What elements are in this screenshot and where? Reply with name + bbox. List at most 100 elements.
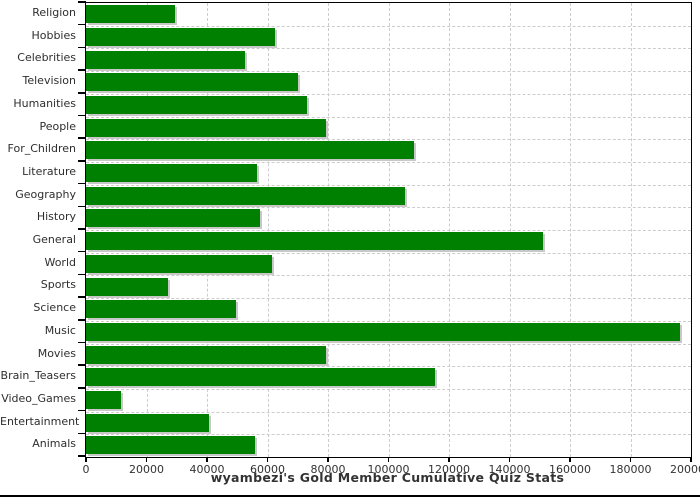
category-label: Religion — [32, 6, 76, 19]
horizontal-gridline — [86, 139, 691, 141]
bar-general — [86, 232, 543, 251]
horizontal-gridline — [86, 161, 691, 163]
bar-entertainment — [86, 413, 209, 432]
bar-video_games — [86, 391, 121, 410]
y-axis-tick — [78, 23, 86, 26]
y-axis-tick — [78, 319, 86, 321]
bar-row — [86, 230, 691, 253]
x-axis-label: 160000 — [549, 463, 591, 476]
bar-celebrities — [86, 50, 245, 69]
y-axis-tick — [78, 455, 86, 457]
y-axis-tick — [78, 409, 86, 412]
x-axis-tick — [448, 457, 450, 462]
bar-row — [86, 298, 691, 321]
x-axis-label: 120000 — [428, 463, 470, 476]
category-label: Literature — [22, 164, 76, 178]
bar-people — [86, 118, 327, 137]
x-axis-label: 80000 — [310, 463, 346, 476]
bar-row — [86, 366, 691, 389]
x-axis-tick — [266, 457, 269, 462]
x-axis-label: 0 — [82, 463, 90, 476]
horizontal-gridline — [86, 48, 691, 50]
category-label: History — [36, 210, 76, 224]
x-axis-tick — [85, 457, 87, 462]
y-axis-tick — [78, 92, 86, 94]
category-label: Movies — [37, 346, 76, 360]
horizontal-gridline — [86, 93, 691, 95]
category-label: Brain_Teasers — [0, 369, 76, 383]
x-axis-tick — [387, 457, 390, 462]
y-axis-tick — [78, 364, 86, 366]
x-axis-label: 40000 — [189, 463, 225, 476]
x-axis-tick — [327, 457, 329, 462]
bar-row — [86, 434, 691, 457]
chart-title: wyambezi's Gold Member Cumulative Quiz S… — [210, 470, 565, 485]
y-axis-tick — [78, 46, 86, 49]
bar-row — [86, 185, 691, 208]
bar-sports — [86, 277, 168, 296]
horizontal-gridline — [86, 434, 691, 436]
x-axis-label: 60000 — [250, 463, 285, 476]
horizontal-gridline — [86, 184, 691, 186]
x-axis-tick — [206, 457, 208, 462]
y-axis-tick — [78, 432, 86, 435]
bar-brain_teasers — [86, 368, 436, 387]
category-label: For_Children — [7, 142, 76, 156]
bar-animals — [86, 436, 256, 455]
horizontal-gridline — [86, 116, 691, 118]
horizontal-gridline — [86, 71, 691, 73]
bar-literature — [86, 164, 257, 183]
category-label: General — [32, 233, 76, 246]
bar-history — [86, 209, 260, 228]
y-axis-tick — [78, 228, 86, 230]
y-axis-tick — [78, 341, 86, 344]
bar-music — [86, 322, 681, 341]
x-axis-tick — [690, 457, 692, 462]
y-axis-tick — [78, 114, 86, 117]
x-axis-tick — [145, 457, 148, 462]
category-label: Video_Games — [1, 391, 76, 405]
bar-for_children — [86, 141, 415, 160]
bar-row — [86, 94, 691, 117]
horizontal-gridline — [86, 25, 691, 27]
bar-row — [86, 3, 691, 26]
horizontal-gridline — [86, 252, 691, 254]
horizontal-gridline — [86, 320, 691, 322]
category-label: World — [44, 255, 76, 269]
bar-television — [86, 73, 298, 92]
category-label: Animals — [32, 437, 76, 451]
category-label: Entertainment — [0, 414, 80, 428]
bar-row — [86, 253, 691, 276]
horizontal-gridline — [86, 366, 691, 368]
category-label: Science — [33, 301, 76, 315]
bar-row — [86, 275, 691, 298]
bar-science — [86, 300, 236, 319]
bar-row — [86, 71, 691, 94]
y-axis-tick — [78, 296, 86, 298]
category-label: Humanities — [13, 96, 76, 110]
y-axis-tick — [78, 69, 86, 71]
x-axis-label: 200000 — [670, 463, 700, 476]
bar-row — [86, 412, 691, 435]
bar-row — [86, 139, 691, 162]
bar-row — [86, 207, 691, 230]
bar-row — [86, 389, 691, 412]
category-label: Television — [22, 74, 77, 88]
x-axis-label: 100000 — [367, 463, 410, 476]
y-axis-tick — [78, 160, 86, 162]
horizontal-gridline — [86, 298, 691, 300]
x-axis-tick — [508, 457, 511, 462]
bar-row — [86, 344, 691, 367]
y-axis-tick — [78, 273, 86, 276]
y-axis-tick — [78, 205, 86, 208]
bar-row — [86, 162, 691, 185]
bar-row — [86, 117, 691, 140]
x-axis-label: 20000 — [129, 463, 164, 476]
x-axis-label: 140000 — [488, 463, 531, 476]
x-axis-tick — [569, 457, 571, 462]
category-label: People — [39, 119, 76, 133]
bar-row — [86, 321, 691, 344]
horizontal-gridline — [86, 343, 691, 345]
category-label: Hobbies — [31, 28, 76, 42]
x-axis-label: 180000 — [609, 463, 652, 476]
